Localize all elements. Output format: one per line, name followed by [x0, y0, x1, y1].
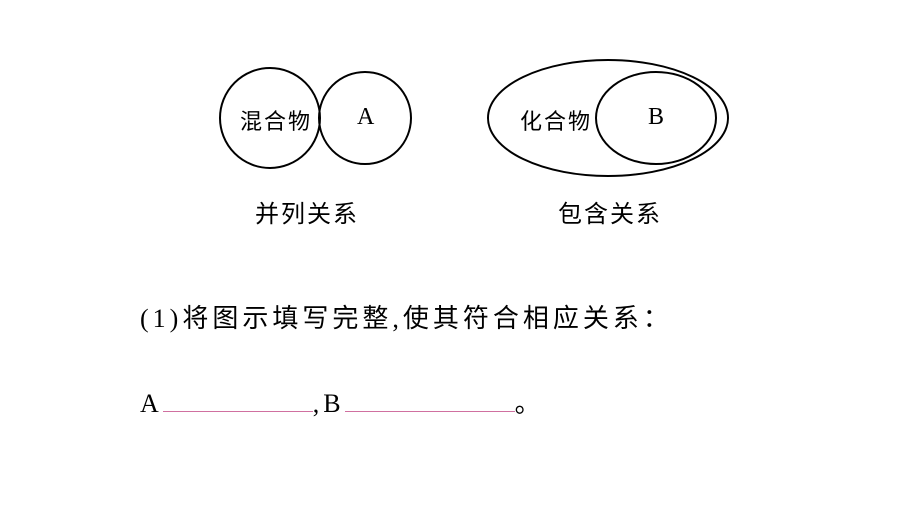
caption-contain: 包含关系: [558, 194, 662, 229]
answer-line: A ,B 。: [140, 380, 545, 420]
blank-A[interactable]: [163, 380, 313, 412]
answer-label-A: A: [140, 389, 163, 419]
label-A: A: [357, 104, 376, 131]
answer-period: 。: [515, 383, 545, 420]
caption-parallel: 并列关系: [255, 194, 359, 229]
label-B: B: [648, 104, 666, 131]
page-canvas: 混合物 A 化合物 B 并列关系 包含关系 (1)将图示填写完整,使其符合相应关…: [0, 0, 920, 518]
diagram-svg: [0, 0, 920, 518]
label-mixture: 混合物: [240, 104, 312, 136]
question-text: (1)将图示填写完整,使其符合相应关系：: [140, 298, 673, 335]
answer-label-B: ,B: [313, 389, 345, 419]
blank-B[interactable]: [345, 380, 515, 412]
label-compound: 化合物: [520, 104, 592, 136]
